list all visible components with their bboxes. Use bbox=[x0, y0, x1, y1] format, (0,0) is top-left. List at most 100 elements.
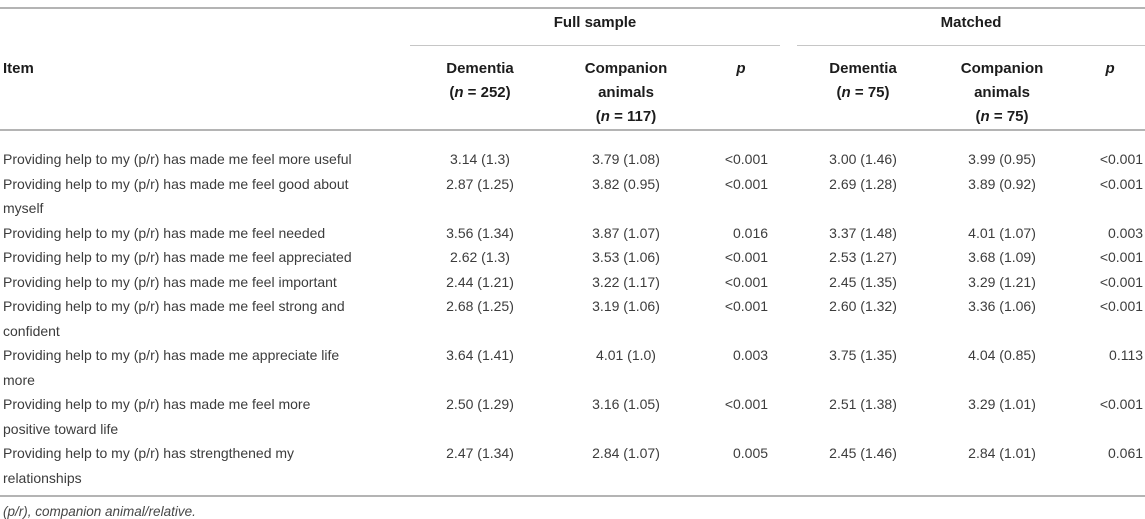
column-header-item: Item bbox=[0, 45, 410, 131]
matched-dementia-cell: 2.69 (1.28) bbox=[829, 175, 897, 192]
table-row: Providing help to my (p/r) has made me f… bbox=[0, 172, 1145, 221]
group-header-full-sample: Full sample bbox=[410, 7, 781, 46]
matched-p-cell: <0.001 bbox=[1099, 298, 1144, 314]
matched-p-cell: <0.001 bbox=[1099, 396, 1144, 412]
column-label: Companion animals bbox=[584, 60, 668, 101]
table-body: Providing help to my (p/r) has made me f… bbox=[0, 130, 1145, 497]
column-header-matched-p: p bbox=[1075, 45, 1145, 131]
column-n-value: (n = 75) bbox=[975, 108, 1029, 125]
full-p-cell: 0.003 bbox=[732, 347, 769, 363]
column-n-value: (n = 117) bbox=[595, 108, 657, 125]
column-header-full-p: p bbox=[702, 45, 781, 131]
item-cell: Providing help to my (p/r) has made me f… bbox=[3, 298, 345, 339]
full-dementia-cell: 2.44 (1.21) bbox=[446, 273, 514, 290]
full-dementia-cell: 2.68 (1.25) bbox=[446, 298, 514, 314]
column-header-matched-companion: Companion animals (n = 75) bbox=[929, 45, 1076, 131]
group-gap bbox=[780, 130, 797, 172]
full-p-cell: <0.001 bbox=[724, 396, 769, 412]
table-row: Providing help to my (p/r) has made me a… bbox=[0, 343, 1145, 392]
group-gap bbox=[780, 245, 797, 270]
full-companion-cell: 3.16 (1.05) bbox=[592, 396, 660, 412]
matched-companion-cell: 3.36 (1.06) bbox=[968, 298, 1036, 314]
table-row: Providing help to my (p/r) has made me f… bbox=[0, 270, 1145, 295]
matched-dementia-cell: 2.60 (1.32) bbox=[829, 298, 897, 314]
matched-dementia-cell: 3.37 (1.48) bbox=[829, 224, 897, 241]
table-footnote: (p/r), companion animal/relative. bbox=[3, 504, 196, 519]
table-row: Providing help to my (p/r) has made me f… bbox=[0, 392, 1145, 441]
matched-companion-cell: 3.29 (1.21) bbox=[968, 273, 1036, 290]
matched-dementia-cell: 2.45 (1.35) bbox=[829, 273, 897, 290]
matched-p-cell: <0.001 bbox=[1099, 249, 1144, 265]
group-header-spacer bbox=[0, 7, 410, 46]
group-gap bbox=[780, 7, 798, 46]
matched-p-cell: 0.061 bbox=[1075, 441, 1145, 497]
table-row: Providing help to my (p/r) has strengthe… bbox=[0, 441, 1145, 497]
matched-p-cell: <0.001 bbox=[1099, 175, 1144, 192]
matched-companion-cell: 4.04 (0.85) bbox=[968, 347, 1036, 363]
full-companion-cell: 3.82 (0.95) bbox=[592, 175, 660, 192]
item-cell: Providing help to my (p/r) has made me a… bbox=[3, 347, 340, 388]
full-companion-cell: 3.79 (1.08) bbox=[592, 151, 660, 167]
matched-companion-cell: 3.29 (1.01) bbox=[968, 396, 1036, 412]
column-header-gap bbox=[780, 45, 798, 131]
matched-p-cell: 0.113 bbox=[1109, 347, 1144, 363]
matched-p-cell: <0.001 bbox=[1099, 273, 1144, 290]
table-row: Providing help to my (p/r) has made me f… bbox=[0, 245, 1145, 270]
column-header-full-dementia: Dementia (n = 252) bbox=[410, 45, 550, 131]
item-cell: Providing help to my (p/r) has made me f… bbox=[3, 249, 352, 265]
item-cell: Providing help to my (p/r) has made me f… bbox=[3, 273, 337, 290]
full-p-cell: <0.001 bbox=[724, 273, 769, 290]
full-dementia-cell: 3.56 (1.34) bbox=[446, 224, 514, 241]
column-label: Dementia bbox=[829, 60, 897, 77]
group-gap bbox=[780, 441, 798, 497]
full-dementia-cell: 2.47 (1.34) bbox=[410, 441, 550, 497]
full-p-cell: 0.016 bbox=[732, 224, 769, 241]
column-label: Dementia bbox=[446, 60, 514, 77]
matched-p-cell: <0.001 bbox=[1099, 151, 1144, 167]
full-dementia-cell: 2.50 (1.29) bbox=[446, 396, 514, 412]
matched-companion-cell: 3.89 (0.92) bbox=[968, 175, 1036, 192]
matched-dementia-cell: 3.75 (1.35) bbox=[829, 347, 897, 363]
full-p-cell: <0.001 bbox=[724, 249, 769, 265]
group-header-row: Full sample Matched bbox=[0, 7, 1145, 46]
group-gap bbox=[780, 294, 797, 343]
full-p-cell: <0.001 bbox=[724, 151, 769, 167]
matched-dementia-cell: 3.00 (1.46) bbox=[829, 151, 897, 167]
full-dementia-cell: 2.87 (1.25) bbox=[446, 175, 514, 192]
group-gap bbox=[780, 270, 797, 295]
full-p-cell: 0.005 bbox=[702, 441, 781, 497]
group-header-matched: Matched bbox=[797, 7, 1145, 46]
full-companion-cell: 3.53 (1.06) bbox=[592, 249, 660, 265]
caregiving-outcomes-table: Full sample Matched Item Dementia (n = 2… bbox=[0, 7, 1145, 497]
full-companion-cell: 3.19 (1.06) bbox=[592, 298, 660, 314]
item-cell: Providing help to my (p/r) has made me f… bbox=[3, 396, 311, 437]
item-cell: Providing help to my (p/r) has made me f… bbox=[3, 224, 326, 241]
matched-companion-cell: 4.01 (1.07) bbox=[968, 224, 1036, 241]
group-gap bbox=[780, 343, 797, 392]
matched-p-cell: 0.003 bbox=[1107, 224, 1144, 241]
column-header-matched-dementia: Dementia (n = 75) bbox=[797, 45, 930, 131]
group-gap bbox=[780, 221, 797, 246]
matched-dementia-cell: 2.45 (1.46) bbox=[797, 441, 930, 497]
column-label: Companion animals bbox=[960, 60, 1044, 101]
full-dementia-cell: 2.62 (1.3) bbox=[450, 249, 510, 265]
item-cell: Providing help to my (p/r) has made me f… bbox=[3, 175, 349, 217]
full-dementia-cell: 3.14 (1.3) bbox=[450, 151, 510, 167]
column-header-full-companion: Companion animals (n = 117) bbox=[550, 45, 702, 131]
column-header-row: Item Dementia (n = 252) Companion animal… bbox=[0, 45, 1145, 131]
table-row: Providing help to my (p/r) has made me f… bbox=[0, 221, 1145, 246]
table-row: Providing help to my (p/r) has made me f… bbox=[0, 130, 1145, 172]
matched-companion-cell: 3.68 (1.09) bbox=[968, 249, 1036, 265]
group-gap bbox=[780, 392, 797, 441]
matched-dementia-cell: 2.53 (1.27) bbox=[829, 249, 897, 265]
table-row: Providing help to my (p/r) has made me f… bbox=[0, 294, 1145, 343]
matched-companion-cell: 3.99 (0.95) bbox=[968, 151, 1036, 167]
full-companion-cell: 3.87 (1.07) bbox=[592, 224, 660, 241]
item-cell: Providing help to my (p/r) has strengthe… bbox=[0, 441, 410, 497]
column-n-value: (n = 252) bbox=[449, 84, 511, 101]
matched-companion-cell: 2.84 (1.01) bbox=[929, 441, 1076, 497]
full-dementia-cell: 3.64 (1.41) bbox=[446, 347, 514, 363]
matched-dementia-cell: 2.51 (1.38) bbox=[829, 396, 897, 412]
group-gap bbox=[780, 172, 797, 221]
